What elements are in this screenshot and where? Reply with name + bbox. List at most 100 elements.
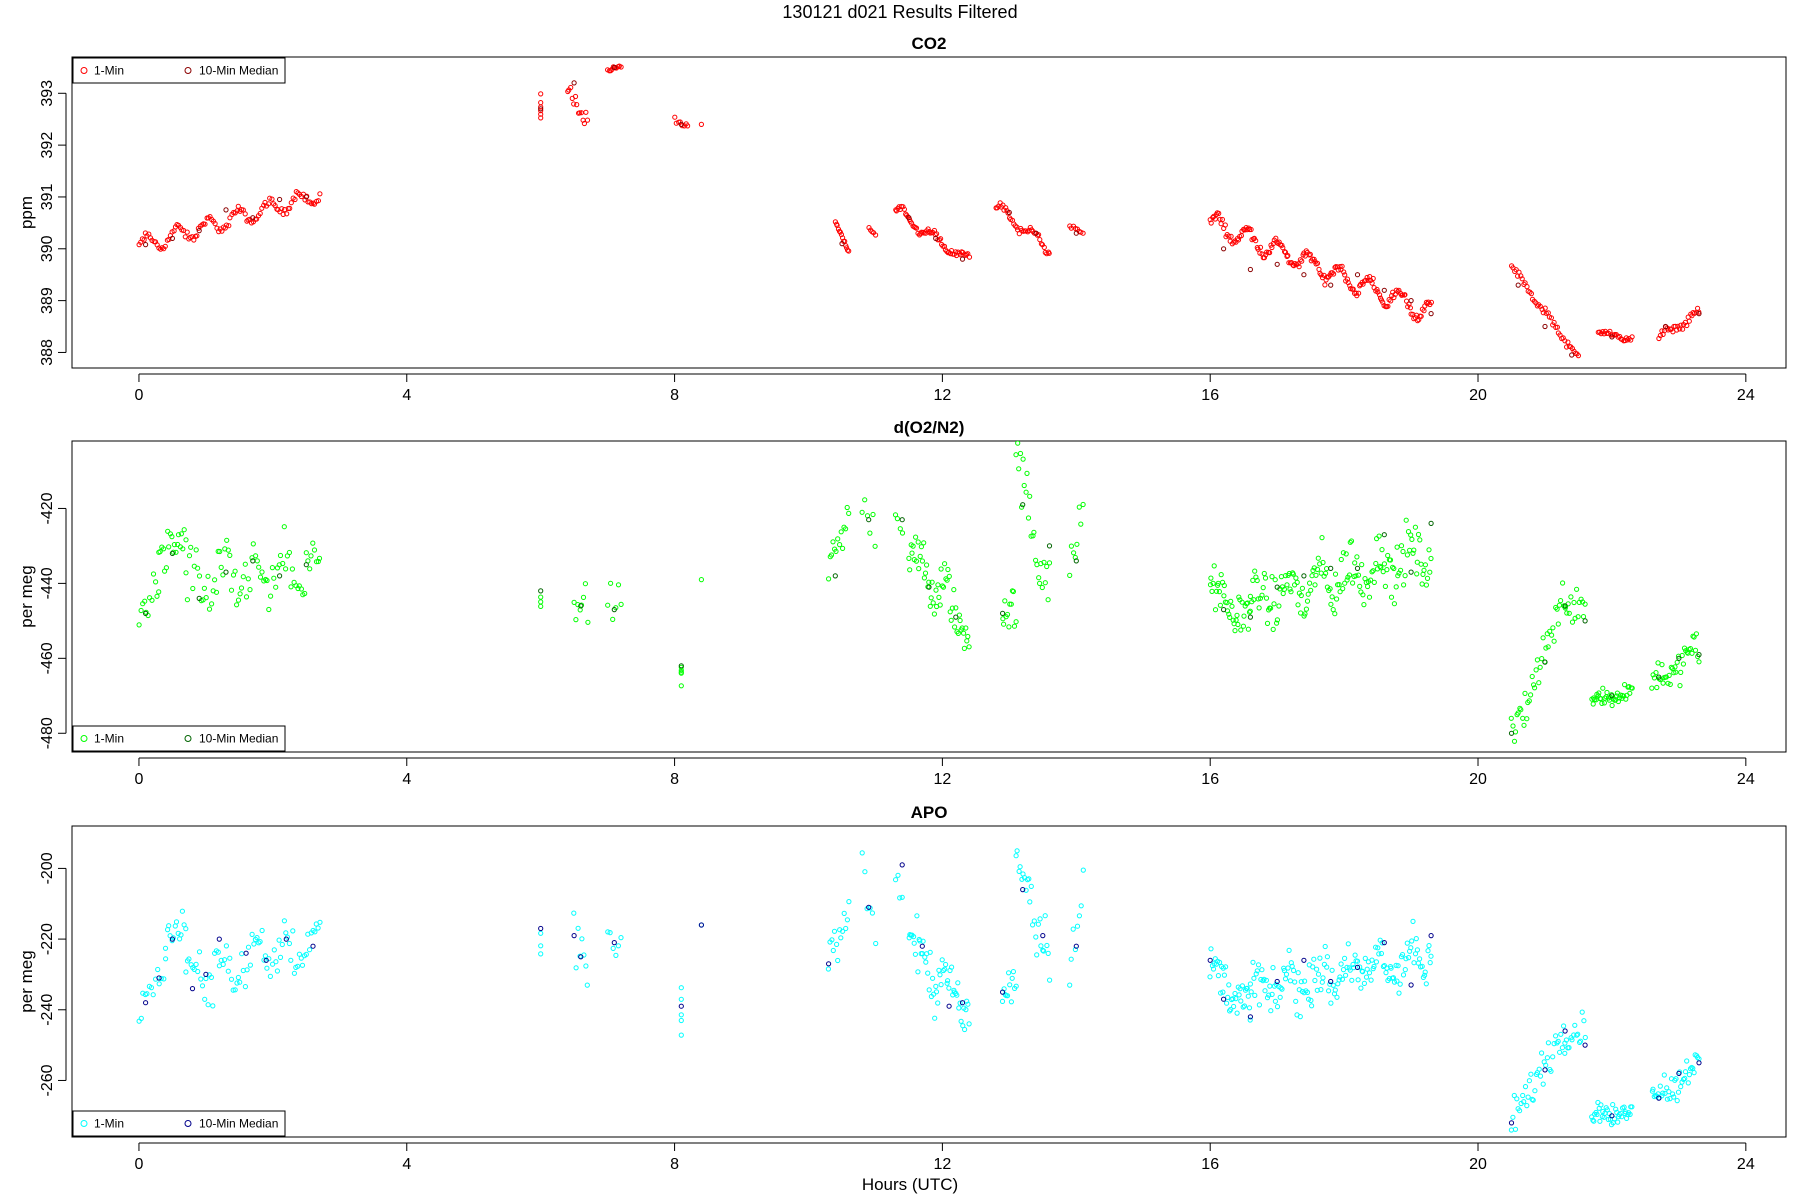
data-point-1min bbox=[1287, 586, 1293, 592]
data-point-1min bbox=[835, 957, 841, 964]
data-point-median bbox=[1428, 520, 1434, 527]
x-tick-label: 24 bbox=[1737, 1156, 1755, 1173]
data-point-1min bbox=[900, 204, 906, 210]
data-point-1min bbox=[286, 940, 292, 947]
data-point-1min bbox=[1361, 602, 1367, 608]
data-point-1min bbox=[1580, 614, 1587, 620]
data-point-1min bbox=[1355, 572, 1362, 578]
data-point-1min bbox=[1413, 312, 1420, 318]
data-point-1min bbox=[1034, 952, 1040, 958]
data-point-1min bbox=[1629, 685, 1635, 691]
data-point-1min bbox=[838, 935, 844, 941]
data-point-1min bbox=[1319, 979, 1325, 985]
data-point-1min bbox=[1368, 977, 1374, 983]
data-point-1min bbox=[1403, 956, 1409, 962]
legend: 1-Min 10-Min Median bbox=[72, 57, 286, 84]
data-point-1min bbox=[1078, 903, 1084, 909]
data-point-1min bbox=[1601, 700, 1608, 706]
data-point-1min bbox=[1245, 626, 1252, 632]
data-point-1min bbox=[579, 936, 585, 942]
data-point-1min bbox=[312, 929, 318, 935]
data-point-1min bbox=[270, 961, 276, 967]
data-point-1min bbox=[1223, 964, 1229, 970]
data-point-1min bbox=[1680, 326, 1686, 332]
data-point-median bbox=[223, 207, 229, 213]
data-point-1min bbox=[1008, 999, 1015, 1005]
data-point-1min bbox=[1590, 701, 1596, 707]
data-point-median bbox=[143, 242, 149, 248]
data-point-1min bbox=[1377, 292, 1383, 298]
data-point-1min bbox=[1404, 552, 1411, 558]
data-point-1min bbox=[678, 669, 684, 675]
data-point-median bbox=[143, 610, 149, 617]
data-point-1min bbox=[1378, 950, 1385, 957]
data-point-1min bbox=[283, 566, 289, 572]
data-point-1min bbox=[1269, 991, 1275, 998]
data-point-1min bbox=[280, 560, 286, 567]
data-point-1min bbox=[1218, 221, 1224, 227]
data-point-1min bbox=[1422, 562, 1429, 568]
data-point-1min bbox=[162, 243, 168, 249]
data-point-1min bbox=[571, 599, 577, 606]
data-point-1min bbox=[1339, 263, 1345, 269]
data-point-1min bbox=[257, 574, 264, 580]
data-point-1min bbox=[844, 917, 851, 923]
data-point-1min bbox=[1388, 594, 1395, 600]
data-point-1min bbox=[1320, 975, 1326, 981]
data-point-median bbox=[1046, 543, 1053, 549]
data-point-1min bbox=[316, 555, 323, 562]
data-point-median bbox=[1542, 659, 1548, 665]
data-point-1min bbox=[965, 1001, 971, 1007]
data-point-1min bbox=[1560, 580, 1566, 586]
data-point-1min bbox=[577, 110, 583, 116]
data-point-median bbox=[216, 936, 222, 942]
data-point-1min bbox=[1562, 1050, 1568, 1056]
data-point-1min bbox=[259, 927, 265, 934]
data-point-1min bbox=[1002, 598, 1008, 604]
data-point-1min bbox=[1426, 943, 1432, 949]
x-axis-label: Hours (UTC) bbox=[862, 1175, 958, 1194]
data-point-1min bbox=[1421, 308, 1427, 314]
data-point-1min bbox=[289, 566, 295, 572]
data-point-1min bbox=[895, 872, 901, 878]
data-point-median bbox=[143, 1000, 149, 1006]
data-point-1min bbox=[153, 579, 159, 585]
data-point-1min bbox=[1352, 560, 1358, 566]
data-point-median bbox=[1006, 209, 1012, 216]
data-point-median bbox=[1247, 266, 1254, 273]
data-point-1min bbox=[244, 967, 250, 973]
data-point-1min bbox=[155, 966, 161, 973]
data-point-1min bbox=[1383, 970, 1389, 976]
data-point-1min bbox=[1686, 318, 1692, 324]
data-point-1min bbox=[1323, 570, 1329, 576]
data-point-1min bbox=[538, 111, 544, 117]
data-point-1min bbox=[1349, 977, 1355, 983]
data-point-1min bbox=[1421, 567, 1427, 573]
data-point-1min bbox=[1419, 963, 1425, 970]
data-point-1min bbox=[1605, 1116, 1612, 1123]
data-point-1min bbox=[1425, 948, 1431, 954]
data-point-1min bbox=[220, 572, 226, 578]
data-point-1min bbox=[1274, 617, 1281, 623]
data-point-1min bbox=[1511, 1092, 1517, 1099]
data-point-1min bbox=[583, 109, 589, 115]
data-point-1min bbox=[1391, 565, 1397, 572]
data-point-1min bbox=[1307, 251, 1313, 257]
data-point-1min bbox=[1232, 628, 1238, 634]
plot-frame bbox=[71, 440, 1787, 753]
data-point-1min bbox=[1014, 848, 1020, 854]
data-point-1min bbox=[1562, 338, 1568, 344]
data-point-1min bbox=[276, 937, 282, 943]
data-point-1min bbox=[166, 544, 172, 550]
data-point-median bbox=[169, 550, 175, 557]
data-point-1min bbox=[1525, 1094, 1531, 1100]
data-point-1min bbox=[186, 956, 192, 962]
data-point-median bbox=[571, 80, 577, 86]
data-point-1min bbox=[938, 982, 944, 988]
data-point-1min bbox=[198, 976, 204, 982]
data-point-1min bbox=[238, 585, 245, 591]
x-tick-label: 12 bbox=[933, 771, 951, 788]
data-point-1min bbox=[1355, 977, 1361, 983]
data-point-1min bbox=[917, 553, 923, 560]
data-point-1min bbox=[1216, 210, 1222, 216]
